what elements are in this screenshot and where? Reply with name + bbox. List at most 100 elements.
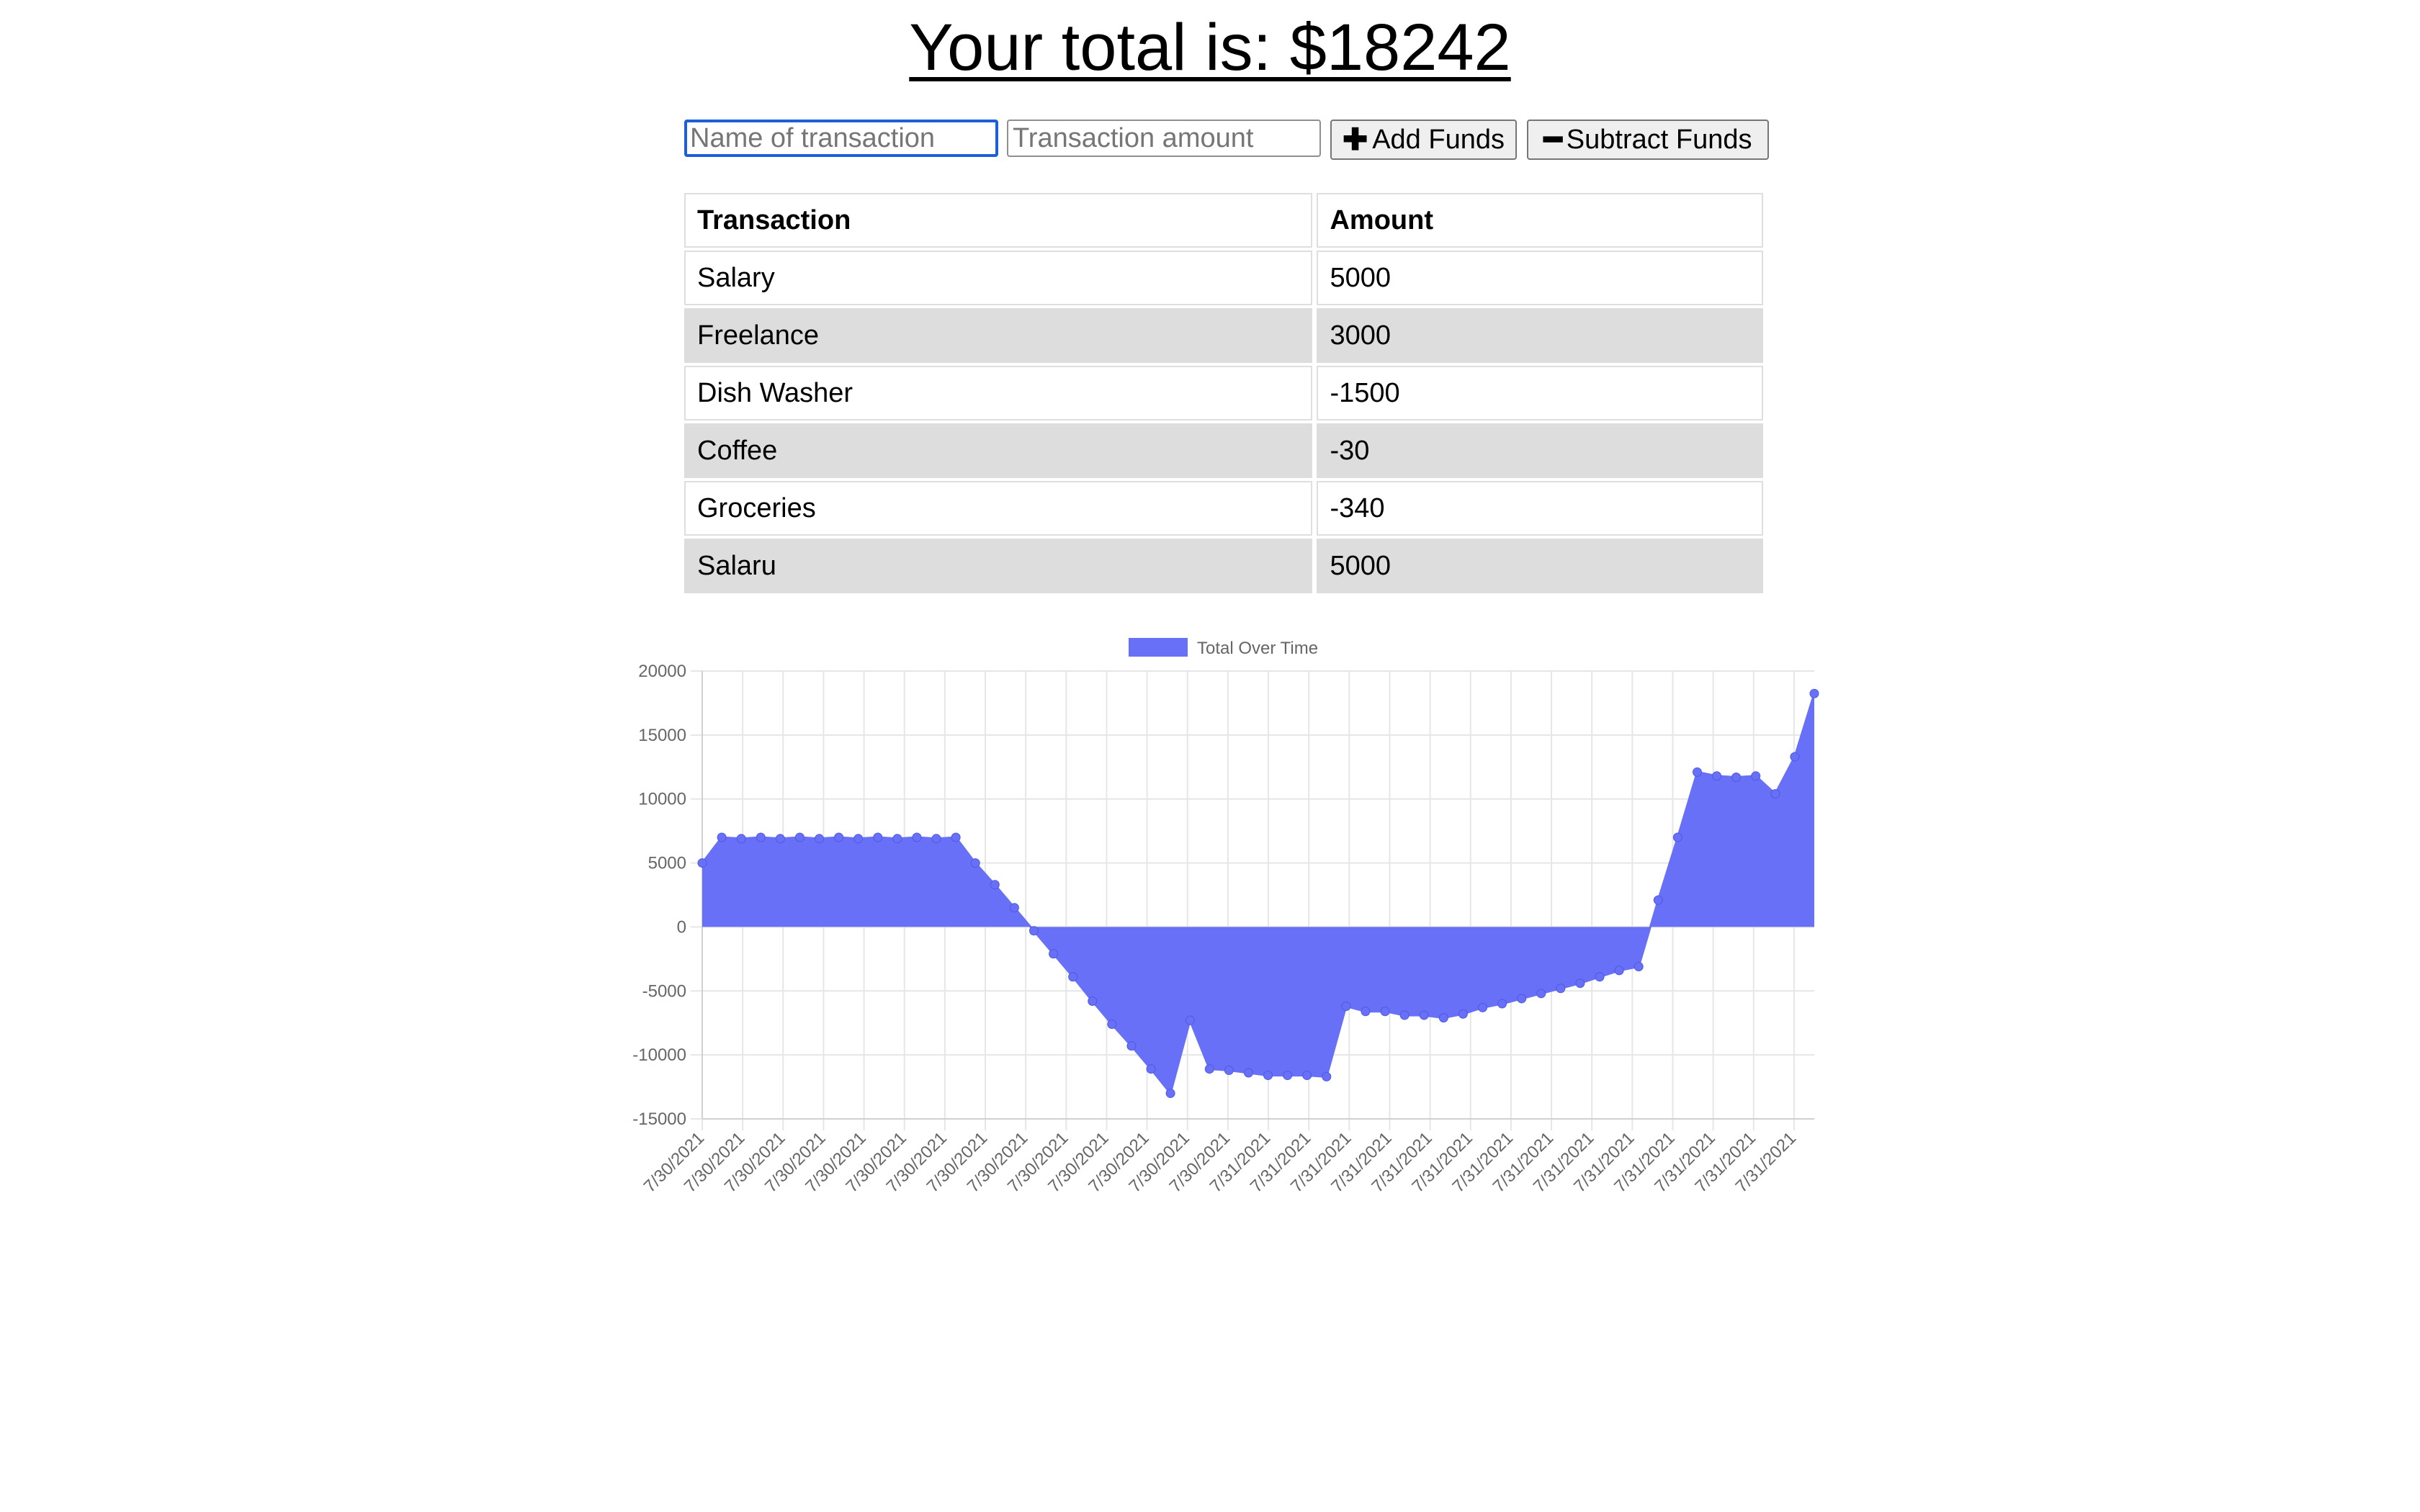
transaction-amount-input[interactable] (1007, 120, 1321, 157)
data-point (1341, 1002, 1351, 1012)
transaction-name-cell: Dish Washer (684, 366, 1313, 420)
data-point (1653, 895, 1663, 905)
data-point (951, 832, 961, 842)
data-point (1575, 978, 1585, 989)
table-row: Dish Washer -1500 (684, 366, 1763, 420)
data-point (1731, 773, 1742, 783)
area-fill (702, 693, 1814, 1094)
data-point (1419, 1010, 1429, 1020)
data-point (717, 832, 727, 842)
data-point (1028, 926, 1039, 936)
data-point (1283, 1071, 1293, 1081)
total-over-time-chart: Total Over Time 20000 15000 10000 5000 0 -5000… (632, 638, 1819, 1197)
data-point (775, 834, 785, 844)
y-tick-label: -10000 (632, 1045, 686, 1065)
data-point (1068, 972, 1078, 982)
data-point (1204, 1064, 1214, 1074)
data-point (1517, 994, 1527, 1004)
transaction-amount-cell: 3000 (1317, 308, 1763, 363)
total-heading: Your total is: $18242 (909, 11, 1511, 84)
data-point (1126, 1041, 1137, 1051)
data-point (1595, 972, 1605, 982)
transaction-amount-cell: 5000 (1317, 539, 1763, 593)
data-point (873, 832, 883, 842)
data-point (1361, 1007, 1371, 1017)
data-point (931, 834, 941, 844)
data-point (1614, 966, 1624, 976)
legend-swatch (1129, 638, 1188, 657)
data-point (834, 832, 844, 842)
y-tick-label: -15000 (632, 1110, 686, 1129)
transaction-name-cell: Coffee (684, 423, 1313, 478)
transaction-amount-cell: 5000 (1317, 251, 1763, 305)
subtract-funds-button[interactable]: ━ Subtract Funds (1527, 120, 1769, 160)
transactions-table-container: Transaction Amount Salary 5000 Freelance 30… (684, 190, 1767, 622)
data-point (1399, 1010, 1410, 1020)
transaction-amount-cell: -1500 (1317, 366, 1763, 420)
y-tick-label: 5000 (648, 854, 686, 873)
data-point (1712, 771, 1722, 781)
transaction-amount-cell: -30 (1317, 423, 1763, 478)
data-point (1243, 1068, 1253, 1078)
data-point (1692, 767, 1702, 777)
data-point (1049, 949, 1059, 959)
data-point (1458, 1009, 1468, 1019)
data-point (1556, 984, 1566, 994)
data-point (1497, 999, 1507, 1009)
data-point (1224, 1065, 1234, 1075)
data-point (1634, 962, 1644, 972)
data-point (1322, 1071, 1332, 1081)
data-point (1438, 1013, 1448, 1023)
data-point (815, 834, 825, 844)
y-tick-label: 15000 (638, 726, 686, 745)
data-point (1672, 832, 1682, 842)
transaction-name-cell: Groceries (684, 481, 1313, 536)
table-header-row: Transaction Amount (684, 193, 1763, 248)
data-point (990, 880, 1000, 890)
transaction-name-cell: Freelance (684, 308, 1313, 363)
data-point (1165, 1088, 1175, 1098)
header-transaction: Transaction (684, 193, 1313, 248)
table-row: Salary 5000 (684, 251, 1763, 305)
data-point (1107, 1019, 1117, 1029)
data-point (912, 832, 922, 842)
data-point (1146, 1064, 1156, 1074)
y-tick-label: 0 (677, 917, 686, 937)
data-point (1380, 1007, 1390, 1017)
data-point (1809, 688, 1819, 698)
add-funds-button[interactable]: ✚ Add Funds (1330, 120, 1517, 160)
y-tick-label: 20000 (638, 662, 686, 681)
transaction-name-input[interactable] (684, 120, 998, 157)
transaction-amount-cell: -340 (1317, 481, 1763, 536)
legend-label: Total Over Time (1197, 639, 1318, 658)
data-point (1790, 752, 1800, 762)
table-row: Salaru 5000 (684, 539, 1763, 593)
header-amount: Amount (1317, 193, 1763, 248)
data-point (1263, 1071, 1273, 1081)
data-point (970, 858, 980, 868)
data-point (853, 834, 864, 844)
y-tick-label: -5000 (642, 981, 686, 1001)
data-point (1751, 771, 1761, 781)
data-point (697, 858, 707, 868)
data-point (1536, 989, 1546, 999)
table-row: Freelance 3000 (684, 308, 1763, 363)
data-point (892, 834, 902, 844)
data-point (736, 834, 746, 844)
data-point (794, 832, 805, 842)
data-point (1185, 1015, 1195, 1025)
subtract-funds-label: Subtract Funds (1566, 124, 1752, 155)
series-line (701, 693, 1816, 1096)
table-row: Coffee -30 (684, 423, 1763, 478)
data-point (1770, 789, 1780, 799)
transaction-name-cell: Salaru (684, 539, 1313, 593)
data-point (1302, 1071, 1312, 1081)
transaction-name-cell: Salary (684, 251, 1313, 305)
data-point (1009, 903, 1019, 913)
add-funds-label: Add Funds (1372, 124, 1505, 155)
table-row: Groceries -340 (684, 481, 1763, 536)
data-point (1478, 1002, 1488, 1012)
y-tick-label: 10000 (638, 790, 686, 809)
data-point (756, 832, 766, 842)
data-point (1088, 996, 1098, 1007)
